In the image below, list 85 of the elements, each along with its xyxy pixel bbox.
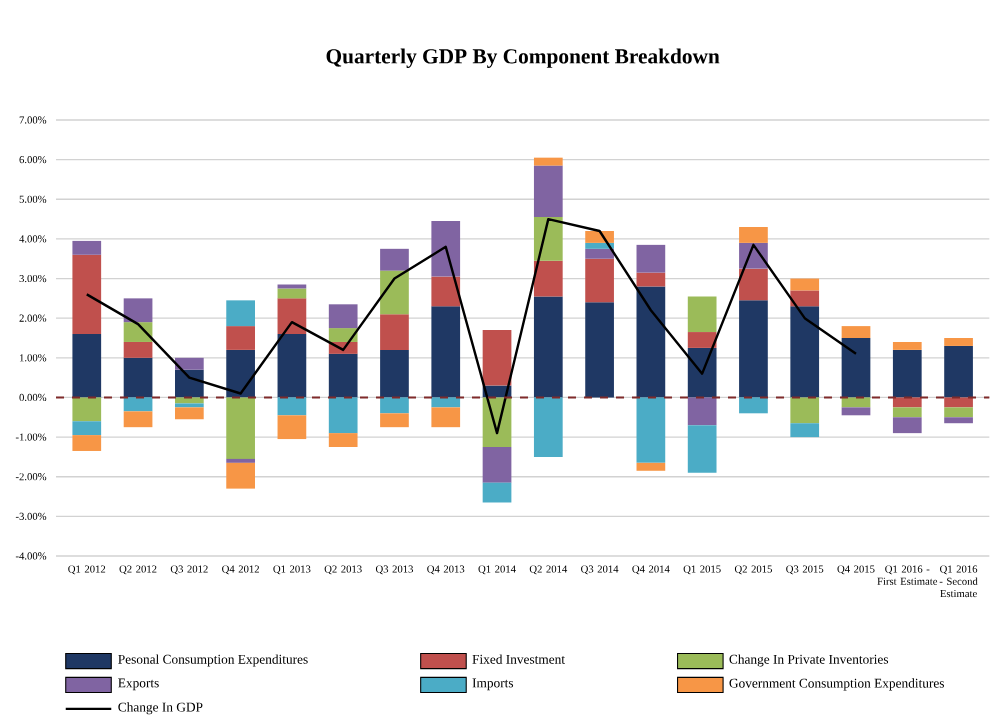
bar <box>72 435 102 451</box>
bar <box>944 417 973 424</box>
bar <box>533 157 563 166</box>
bar <box>72 421 102 436</box>
bar <box>328 433 358 448</box>
bar <box>790 423 820 438</box>
bar <box>431 306 461 398</box>
bar <box>328 304 358 329</box>
bar <box>277 298 307 335</box>
bar <box>790 290 820 307</box>
bar <box>380 248 409 271</box>
bar <box>841 407 871 416</box>
bar <box>482 330 512 386</box>
bar <box>226 462 255 489</box>
bar <box>431 397 461 408</box>
bar <box>123 357 153 398</box>
bar <box>533 296 563 398</box>
bar <box>892 417 922 434</box>
bar <box>636 286 666 398</box>
bar <box>226 349 255 398</box>
bar <box>277 397 307 416</box>
bar <box>892 341 922 350</box>
bar <box>585 248 614 259</box>
bar <box>123 411 153 428</box>
bar <box>72 240 102 255</box>
bar <box>380 349 409 398</box>
bar <box>380 270 409 315</box>
bar <box>482 447 512 483</box>
bar <box>380 314 409 350</box>
bar <box>123 397 153 412</box>
bar <box>944 397 973 408</box>
bar <box>841 326 871 339</box>
bar <box>174 357 204 370</box>
bar <box>328 328 358 342</box>
bar <box>636 462 666 471</box>
bar <box>585 302 614 398</box>
bar <box>944 407 973 418</box>
bar <box>687 347 717 398</box>
bar <box>277 415 307 440</box>
bar <box>585 258 614 303</box>
bar <box>380 413 409 428</box>
bar <box>226 326 255 350</box>
bar <box>790 306 820 398</box>
bar <box>892 349 922 398</box>
bar <box>482 482 512 503</box>
bar <box>687 296 717 333</box>
bar <box>72 334 102 398</box>
bar <box>892 397 922 408</box>
bar <box>892 407 922 418</box>
bar <box>533 165 563 218</box>
bar <box>277 288 307 299</box>
bar <box>585 242 614 249</box>
bar <box>72 254 102 335</box>
bar <box>687 332 717 348</box>
bar <box>739 300 768 398</box>
bar <box>328 353 358 398</box>
bar <box>944 345 973 398</box>
bar <box>687 425 717 473</box>
bar <box>431 276 461 307</box>
bar <box>72 397 102 422</box>
bar <box>380 397 409 414</box>
bar <box>944 338 973 346</box>
bar <box>277 334 307 398</box>
bar <box>790 278 820 291</box>
chart-title: Quarterly GDP By Component Breakdown <box>326 48 720 68</box>
bar <box>739 268 768 301</box>
bar <box>328 397 358 434</box>
bar <box>687 397 717 426</box>
bar <box>533 397 563 457</box>
bar <box>123 341 153 358</box>
bar <box>533 260 563 297</box>
bar <box>739 397 768 414</box>
bar <box>226 397 255 459</box>
bar <box>739 227 768 243</box>
bar <box>431 407 461 428</box>
bar <box>636 244 666 273</box>
bar <box>636 272 666 287</box>
bar <box>226 300 255 327</box>
bar <box>790 397 820 424</box>
bar <box>636 397 666 463</box>
bar <box>123 298 153 323</box>
bar <box>174 407 204 420</box>
bar <box>841 338 871 398</box>
line-series <box>85 217 858 435</box>
bar <box>431 221 461 277</box>
